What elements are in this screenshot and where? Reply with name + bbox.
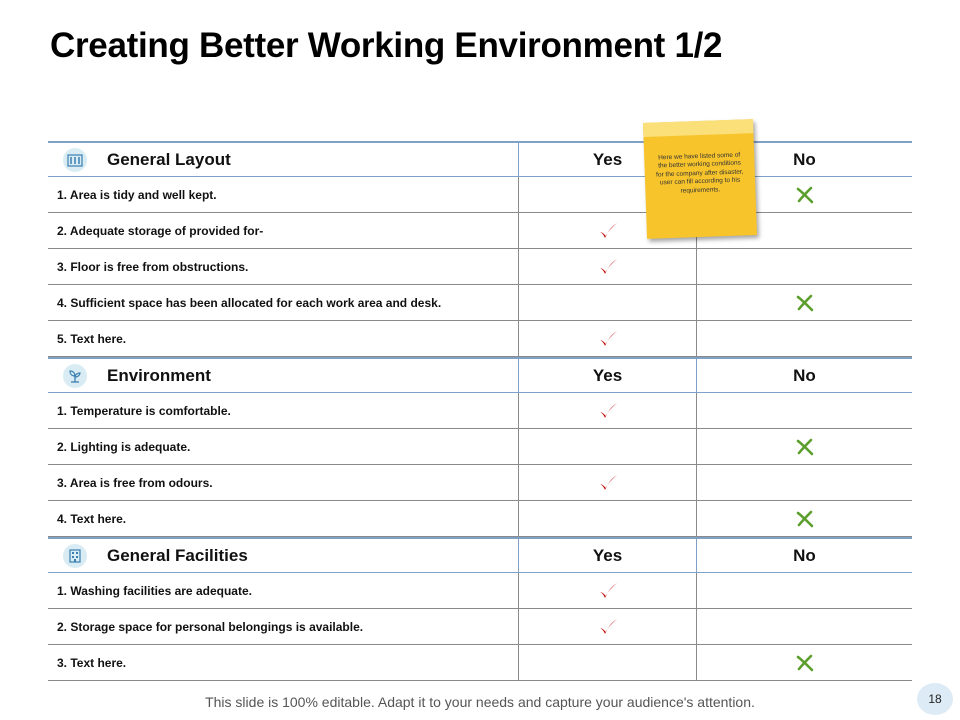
yes-header-label: Yes xyxy=(592,149,623,169)
check-mark-icon xyxy=(597,256,619,278)
checklist-item-row: 2. Storage space for personal belongings… xyxy=(48,609,912,645)
item-text: 3. Area is free from odours. xyxy=(57,475,213,490)
no-column-header: No xyxy=(697,539,912,572)
no-header-label: No xyxy=(793,149,816,169)
section-header-row: Environment Yes No xyxy=(48,357,912,393)
plant-icon xyxy=(63,363,87,388)
yes-column-header: Yes xyxy=(519,359,697,392)
check-mark-icon xyxy=(597,328,619,350)
yes-cell xyxy=(519,645,697,680)
check-mark-icon xyxy=(597,400,619,422)
checklist-item-row: 2. Lighting is adequate. xyxy=(48,429,912,465)
page-title: Creating Better Working Environment 1/2 xyxy=(50,26,723,65)
item-text: 2. Storage space for personal belongings… xyxy=(57,619,364,634)
section-title: General Facilities xyxy=(107,545,248,565)
section-header-row: General Layout Yes No xyxy=(48,141,912,177)
no-cell xyxy=(697,177,912,212)
no-header-label: No xyxy=(793,365,816,385)
item-text: 4. Text here. xyxy=(57,511,127,526)
check-mark-icon xyxy=(597,616,619,638)
cross-mark-icon xyxy=(794,184,816,206)
check-mark-icon xyxy=(597,220,619,242)
checklist-table: General Layout Yes No 1. Area is tidy and w… xyxy=(48,141,912,681)
yes-cell xyxy=(519,501,697,536)
yes-header-label: Yes xyxy=(592,365,623,385)
no-cell xyxy=(697,429,912,464)
sticky-note-tape xyxy=(643,119,754,137)
item-text-cell: 2. Storage space for personal belongings… xyxy=(48,609,519,644)
no-header-label: No xyxy=(793,545,816,565)
no-cell xyxy=(697,285,912,320)
item-text-cell: 1. Washing facilities are adequate. xyxy=(48,573,519,608)
item-text: 1. Washing facilities are adequate. xyxy=(57,583,252,598)
cross-mark-icon xyxy=(794,436,816,458)
sticky-note: Here we have listed some of the better w… xyxy=(643,119,757,239)
no-cell xyxy=(697,465,912,500)
checklist-item-row: 5. Text here. xyxy=(48,321,912,357)
item-text: 1. Area is tidy and well kept. xyxy=(57,187,217,202)
yes-cell xyxy=(519,249,697,284)
item-text-cell: 2. Lighting is adequate. xyxy=(48,429,519,464)
item-text: 1. Temperature is comfortable. xyxy=(57,403,231,418)
no-column-header: No xyxy=(697,359,912,392)
yes-cell xyxy=(519,609,697,644)
cross-mark-icon xyxy=(794,652,816,674)
yes-cell xyxy=(519,321,697,356)
checklist-item-row: 3. Floor is free from obstructions. xyxy=(48,249,912,285)
office-building-icon xyxy=(63,543,87,568)
no-cell xyxy=(697,609,912,644)
item-text-cell: 2. Adequate storage of provided for- xyxy=(48,213,519,248)
cross-mark-icon xyxy=(794,508,816,530)
yes-cell xyxy=(519,285,697,320)
no-cell xyxy=(697,501,912,536)
yes-cell xyxy=(519,393,697,428)
item-text-cell: 3. Text here. xyxy=(48,645,519,680)
section-title-cell: Environment xyxy=(48,359,519,392)
checklist-item-row: 3. Text here. xyxy=(48,645,912,681)
yes-column-header: Yes xyxy=(519,539,697,572)
item-text-cell: 1. Area is tidy and well kept. xyxy=(48,177,519,212)
no-cell xyxy=(697,249,912,284)
item-text: 3. Text here. xyxy=(57,655,127,670)
no-column-header: No xyxy=(697,143,912,176)
checklist-item-row: 2. Adequate storage of provided for- xyxy=(48,213,912,249)
section-title: Environment xyxy=(107,365,211,385)
no-cell xyxy=(697,645,912,680)
section-header-row: General Facilities Yes No xyxy=(48,537,912,573)
checklist-item-row: 1. Area is tidy and well kept. xyxy=(48,177,912,213)
item-text: 3. Floor is free from obstructions. xyxy=(57,259,249,274)
section-title-cell: General Layout xyxy=(48,143,519,176)
item-text: 2. Lighting is adequate. xyxy=(57,439,191,454)
building-icon xyxy=(63,147,87,172)
yes-cell xyxy=(519,573,697,608)
item-text: 2. Adequate storage of provided for- xyxy=(57,223,264,238)
yes-header-label: Yes xyxy=(592,545,623,565)
checklist-item-row: 3. Area is free from odours. xyxy=(48,465,912,501)
no-cell xyxy=(697,321,912,356)
item-text-cell: 1. Temperature is comfortable. xyxy=(48,393,519,428)
no-cell xyxy=(697,393,912,428)
sticky-note-text: Here we have listed some of the better w… xyxy=(655,151,744,195)
item-text-cell: 3. Area is free from odours. xyxy=(48,465,519,500)
item-text: 4. Sufficient space has been allocated f… xyxy=(57,295,442,310)
check-mark-icon xyxy=(597,580,619,602)
page-number-badge: 18 xyxy=(917,683,953,715)
checklist-item-row: 1. Washing facilities are adequate. xyxy=(48,573,912,609)
item-text-cell: 4. Sufficient space has been allocated f… xyxy=(48,285,519,320)
checklist-item-row: 4. Sufficient space has been allocated f… xyxy=(48,285,912,321)
checklist-item-row: 4. Text here. xyxy=(48,501,912,537)
item-text-cell: 4. Text here. xyxy=(48,501,519,536)
yes-cell xyxy=(519,429,697,464)
item-text: 5. Text here. xyxy=(57,331,127,346)
item-text-cell: 5. Text here. xyxy=(48,321,519,356)
yes-cell xyxy=(519,465,697,500)
section-title-cell: General Facilities xyxy=(48,539,519,572)
item-text-cell: 3. Floor is free from obstructions. xyxy=(48,249,519,284)
footer-text: This slide is 100% editable. Adapt it to… xyxy=(205,694,755,710)
cross-mark-icon xyxy=(794,292,816,314)
section-title: General Layout xyxy=(107,149,231,169)
check-mark-icon xyxy=(597,472,619,494)
no-cell xyxy=(697,573,912,608)
checklist-item-row: 1. Temperature is comfortable. xyxy=(48,393,912,429)
